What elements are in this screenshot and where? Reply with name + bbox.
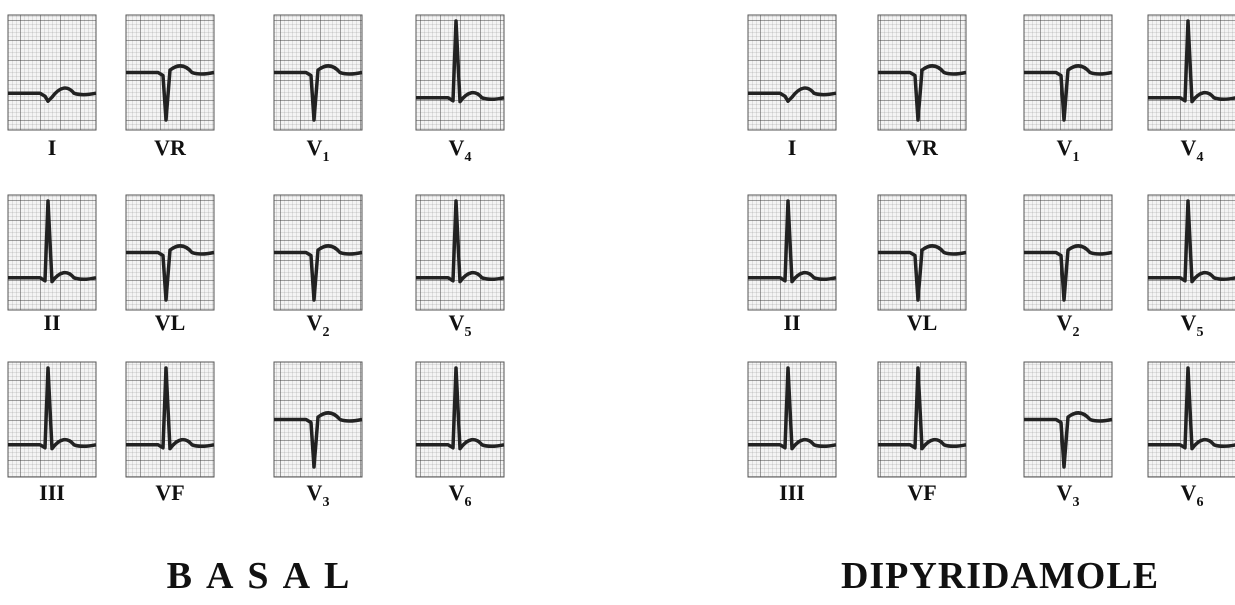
lead-label: V3 — [307, 480, 330, 510]
lead-label: II — [783, 310, 800, 335]
lead-label: VR — [906, 135, 939, 160]
lead-label: VF — [907, 480, 936, 505]
lead-label: V6 — [1181, 480, 1204, 510]
lead-label: V2 — [307, 310, 330, 340]
ecg-grid — [8, 15, 96, 130]
lead-label: V4 — [1181, 135, 1204, 165]
lead-label: VL — [155, 310, 186, 335]
lead-label: I — [788, 135, 797, 160]
lead-label: V5 — [1181, 310, 1204, 340]
panel-title: BASAL — [167, 555, 364, 597]
ecg-figure: I VR V1 V4 II VL V2 V5 III VF V3 V6 BASAL I VR V1 V4 II VL… — [0, 0, 1235, 605]
lead-label: V6 — [449, 480, 472, 510]
lead-label: VF — [155, 480, 184, 505]
lead-label: VR — [154, 135, 187, 160]
lead-label: V2 — [1057, 310, 1080, 340]
lead-label: V5 — [449, 310, 472, 340]
lead-label: III — [779, 480, 805, 505]
lead-label: II — [43, 310, 60, 335]
lead-label: III — [39, 480, 65, 505]
lead-label: V4 — [449, 135, 472, 165]
panel-title: DIPYRIDAMOLE — [841, 555, 1159, 597]
lead-label: V3 — [1057, 480, 1080, 510]
ecg-grid — [748, 15, 836, 130]
lead-label: V1 — [307, 135, 330, 165]
lead-label: I — [48, 135, 57, 160]
lead-label: VL — [907, 310, 938, 335]
lead-label: V1 — [1057, 135, 1080, 165]
